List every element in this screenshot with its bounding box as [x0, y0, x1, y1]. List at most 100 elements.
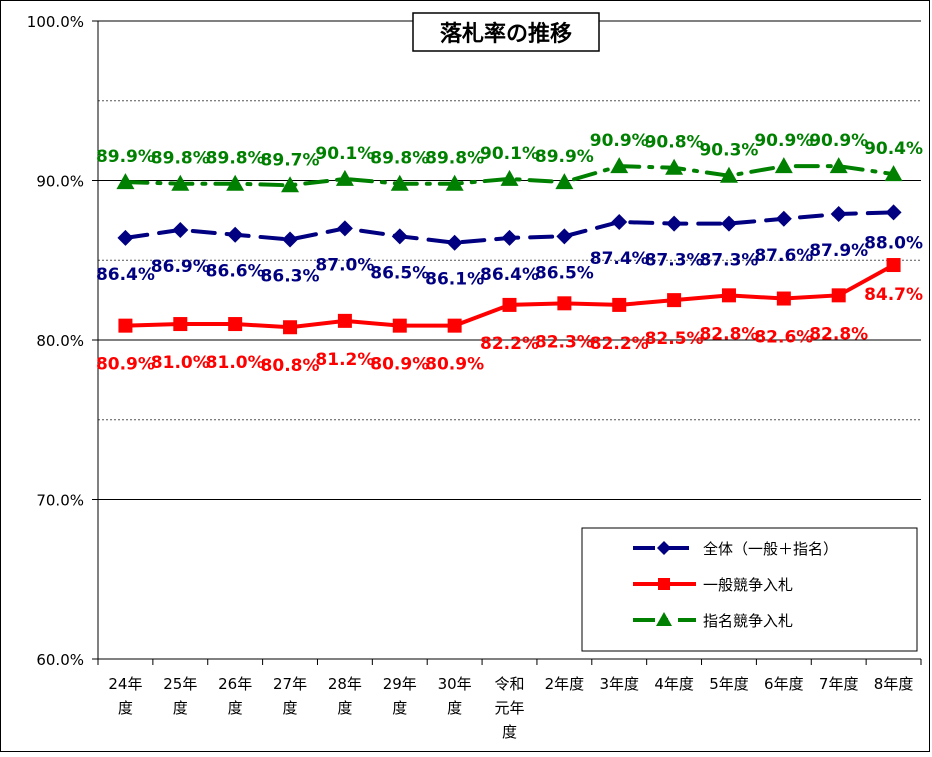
data-label: 81.0%	[151, 353, 210, 373]
data-label: 87.9%	[809, 241, 868, 261]
point-diamond	[720, 215, 737, 232]
x-tick-label: 6年度	[764, 675, 804, 693]
data-label: 90.9%	[754, 131, 813, 151]
point-diamond	[172, 221, 189, 238]
x-tick-label: 令和元年度	[494, 675, 524, 741]
data-label: 86.6%	[206, 262, 265, 282]
data-label: 87.0%	[315, 255, 374, 275]
point-triangle	[226, 174, 245, 191]
x-tick-label: 25年度	[163, 675, 197, 717]
y-tick-label: 70.0%	[36, 492, 84, 510]
legend-marker-triangle	[656, 612, 672, 626]
x-tick-label: 29年度	[383, 675, 417, 717]
data-label: 87.6%	[754, 246, 813, 266]
point-square	[283, 320, 298, 335]
data-label: 86.9%	[151, 257, 210, 277]
point-square	[557, 296, 572, 311]
data-label: 87.3%	[699, 251, 758, 271]
point-triangle	[281, 176, 300, 193]
x-tick-label: 3年度	[599, 675, 639, 693]
data-label: 82.2%	[590, 334, 649, 354]
point-square	[173, 317, 188, 332]
x-tick-label: 26年度	[218, 675, 252, 717]
point-diamond	[446, 234, 463, 251]
point-square	[721, 288, 736, 303]
point-triangle	[665, 158, 684, 175]
data-label: 87.4%	[590, 249, 649, 269]
data-label: 87.3%	[645, 251, 704, 271]
data-label: 86.1%	[425, 270, 484, 290]
data-label: 82.6%	[754, 328, 813, 348]
point-diamond	[391, 228, 408, 245]
point-triangle	[555, 173, 574, 190]
data-label: 82.8%	[809, 324, 868, 344]
point-triangle	[610, 157, 629, 174]
data-label: 90.3%	[699, 141, 758, 161]
point-triangle	[829, 157, 848, 174]
point-square	[337, 313, 352, 328]
data-label: 89.8%	[425, 149, 484, 169]
point-square	[502, 297, 517, 312]
data-label: 82.8%	[699, 324, 758, 344]
x-tick-label: 30年度	[438, 675, 472, 717]
x-tick-label: 27年度	[273, 675, 307, 717]
data-label-layer: 86.4%86.9%86.6%86.3%87.0%86.5%86.1%86.4%…	[96, 131, 923, 376]
title-layer: 落札率の推移	[412, 12, 600, 52]
data-label: 86.4%	[96, 265, 155, 285]
legend-marker-diamond	[657, 541, 671, 555]
data-label: 86.5%	[535, 263, 594, 283]
point-square	[831, 288, 846, 303]
point-diamond	[336, 220, 353, 237]
legend-label: 指名競争入札	[703, 612, 793, 630]
chart-title: 落札率の推移	[440, 21, 572, 47]
y-tick-label: 80.0%	[36, 332, 84, 350]
x-tick-label: 28年度	[328, 675, 362, 717]
y-tick-label: 60.0%	[36, 651, 84, 669]
point-triangle	[884, 165, 903, 182]
data-label: 89.8%	[370, 149, 429, 169]
legend-marker-square	[658, 578, 670, 590]
data-label: 90.1%	[315, 144, 374, 164]
data-label: 84.7%	[864, 285, 923, 305]
data-label: 89.9%	[535, 147, 594, 167]
point-triangle	[445, 174, 464, 191]
data-label: 86.5%	[370, 263, 429, 283]
point-diamond	[227, 226, 244, 243]
data-label: 90.4%	[864, 139, 923, 159]
point-diamond	[830, 205, 847, 222]
x-tick-label: 4年度	[654, 675, 694, 693]
x-tick-label: 8年度	[874, 675, 914, 693]
point-triangle	[390, 174, 409, 191]
data-label: 80.9%	[425, 355, 484, 375]
x-tick-label: 5年度	[709, 675, 749, 693]
point-square	[776, 291, 791, 306]
y-tick-label: 90.0%	[36, 173, 84, 191]
data-label: 81.2%	[315, 350, 374, 370]
data-label: 86.4%	[480, 265, 539, 285]
point-square	[667, 293, 682, 308]
series-line-triangle	[123, 164, 896, 188]
point-square	[228, 317, 243, 332]
data-label: 86.3%	[261, 267, 320, 287]
axis-layer: 60.0% 70.0% 80.0% 90.0% 100.0% 24年度 25年度 26年度 27…	[27, 13, 922, 741]
series-layer	[116, 157, 903, 335]
data-label: 88.0%	[864, 233, 923, 253]
point-square	[886, 258, 901, 273]
point-triangle	[774, 157, 793, 174]
data-label: 80.9%	[370, 355, 429, 375]
data-label: 82.3%	[535, 332, 594, 352]
y-tick-label: 100.0%	[27, 13, 84, 31]
data-label: 90.1%	[480, 144, 539, 164]
data-label: 82.5%	[645, 329, 704, 349]
point-square	[612, 297, 627, 312]
data-label: 89.7%	[261, 150, 320, 170]
legend-label: 一般競争入札	[703, 576, 793, 594]
point-diamond	[611, 213, 628, 230]
data-label: 90.9%	[809, 131, 868, 151]
point-diamond	[885, 204, 902, 221]
data-label: 80.8%	[261, 356, 320, 376]
point-diamond	[282, 231, 299, 248]
data-label: 89.8%	[151, 149, 210, 169]
x-tick-label: 24年度	[108, 675, 142, 717]
